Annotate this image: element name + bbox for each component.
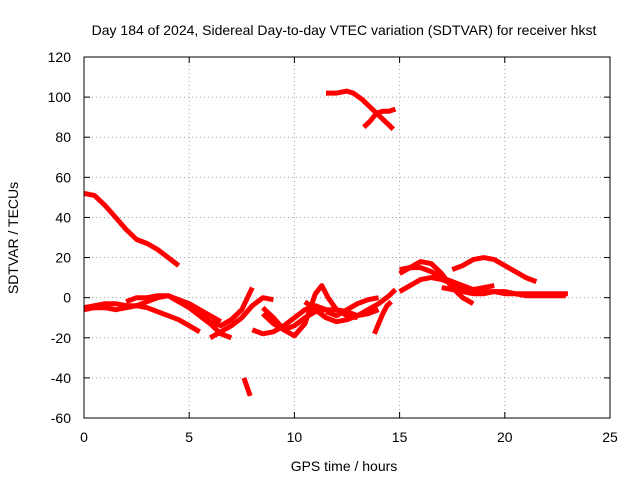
series-arc-14: [326, 88, 396, 132]
series-arc-3: [83, 303, 201, 334]
series-arc-5: [198, 286, 255, 329]
y-tick-label: 60: [55, 169, 71, 185]
y-tick-label: -40: [51, 370, 71, 386]
tick-layer: 0 5 10 15 20 25 -60 -40 -20 0 20 40 60 80 100 120: [48, 49, 618, 445]
x-tick-label: 5: [185, 429, 193, 445]
series-arc-13: [372, 299, 393, 335]
series-arc-6: [208, 295, 274, 340]
series-arc-4: [125, 293, 223, 324]
y-tick-label: 100: [48, 89, 72, 105]
y-axis-label: SDTVAR / TECUs: [5, 182, 21, 294]
y-tick-label: 40: [55, 209, 71, 225]
series-arc-1: [83, 190, 181, 268]
series-arc-18: [398, 275, 495, 294]
series-arc-7: [241, 377, 253, 397]
chart-title: Day 184 of 2024, Sidereal Day-to-day VTE…: [92, 22, 597, 38]
plot-frame: [83, 56, 611, 419]
series-arc-15: [362, 106, 397, 130]
y-tick-label: -20: [51, 330, 71, 346]
x-tick-label: 25: [602, 429, 618, 445]
grid-layer: [84, 57, 610, 418]
series-arc-20: [441, 285, 566, 299]
x-tick-label: 10: [287, 429, 303, 445]
y-tick-label: -60: [51, 410, 71, 426]
series-layer: [83, 88, 568, 397]
series-arc-12: [325, 295, 380, 319]
y-tick-label: 20: [55, 250, 71, 266]
x-axis-label: GPS time / hours: [291, 458, 398, 474]
x-tick-label: 15: [392, 429, 408, 445]
y-tick-label: 120: [48, 49, 72, 65]
series-arc-19: [451, 255, 538, 284]
y-tick-label: 0: [63, 290, 71, 306]
x-tick-label: 20: [497, 429, 513, 445]
y-tick-label: 80: [55, 129, 71, 145]
series-arc-11: [303, 287, 398, 325]
x-tick-label: 0: [80, 429, 88, 445]
